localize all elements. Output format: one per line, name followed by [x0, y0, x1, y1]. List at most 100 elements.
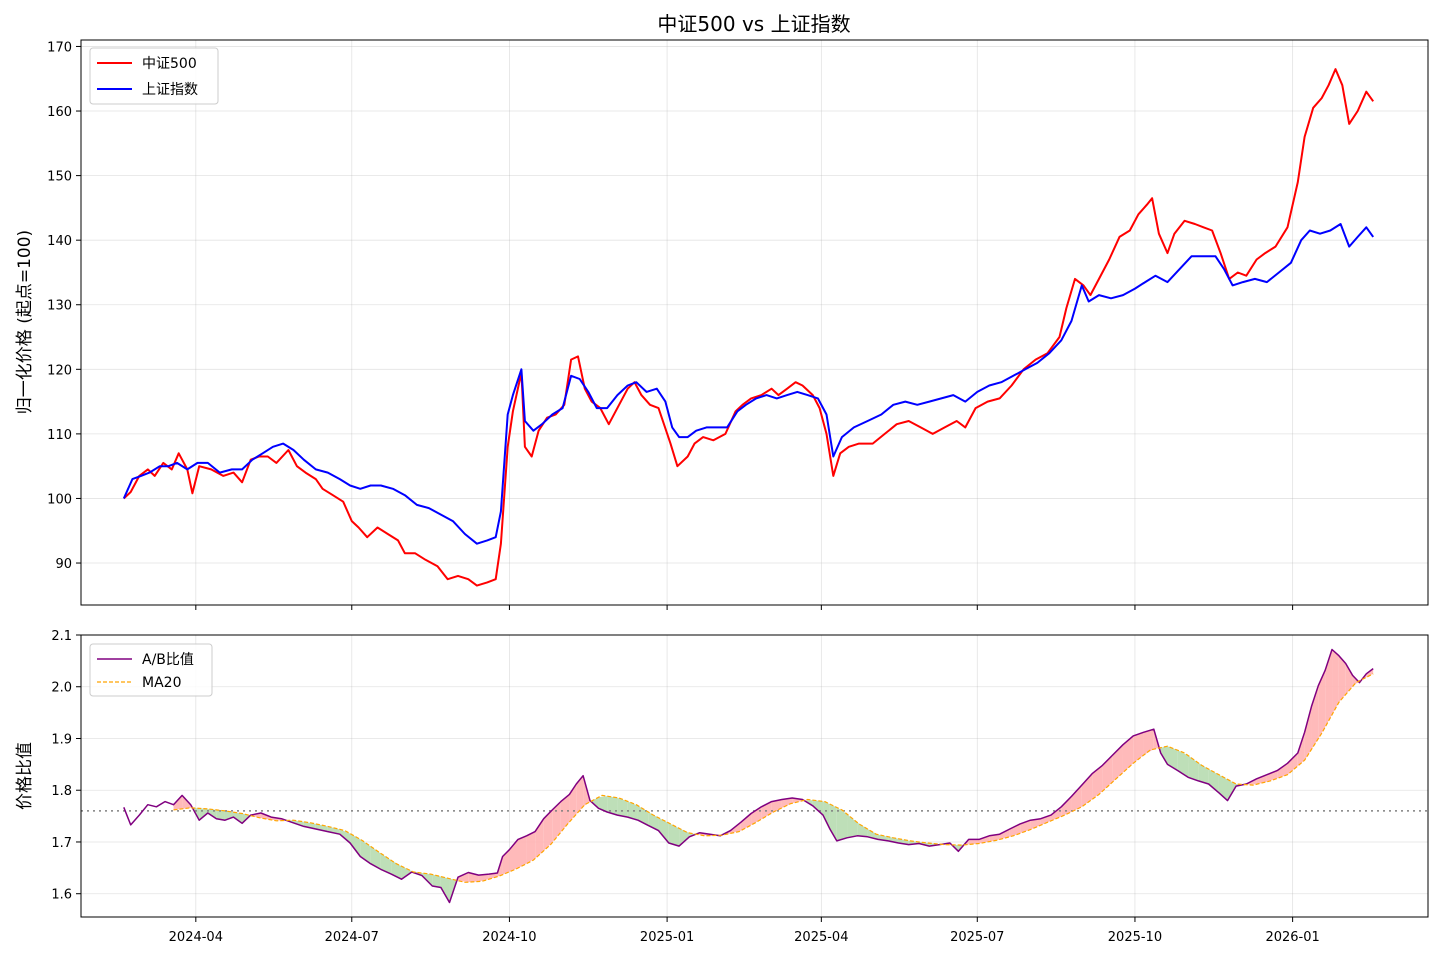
- ratio-ma-fill: [847, 814, 858, 838]
- ratio-ma-fill: [1167, 746, 1178, 771]
- ratio-ma-fill: [679, 828, 690, 847]
- ratio-ma-fill: [1143, 729, 1154, 756]
- ratio-ma-fill: [658, 817, 669, 844]
- y-tick-label: 1.6: [51, 888, 72, 903]
- ratio-ma-fill: [1208, 769, 1219, 793]
- ratio-ma-fill: [1297, 732, 1305, 767]
- series-line-csi500: [123, 68, 1375, 587]
- series-line-ratio: [123, 648, 1374, 904]
- ratio-axis-ticks: 2024-04 2024-07 2024-10 2025-01 2025-04 2025-…: [51, 629, 1319, 945]
- ratio-ma-fill: [627, 801, 638, 821]
- price-plot-frame: [80, 39, 1429, 606]
- price-panel: 90 100 110 120 130 140 150 160 170 归一化价格 (起点=100…: [15, 39, 1429, 610]
- ratio-ma-fill: [1304, 706, 1312, 761]
- series-line-shcomp: [122, 223, 1375, 545]
- x-tick-label: 2026-01: [1265, 930, 1319, 945]
- price-axis-ticks: 90 100 110 120 130 140 150 160 170: [47, 40, 1294, 610]
- legend-label-shcomp: 上证指数: [142, 82, 198, 98]
- ratio-ma-fill: [526, 831, 536, 864]
- ratio-ma-fill: [576, 775, 584, 815]
- ratio-panel: 2024-04 2024-07 2024-10 2025-01 2025-04 2025-…: [15, 629, 1429, 945]
- y-tick-label: 1.7: [51, 836, 72, 851]
- ratio-ma-fill: [617, 797, 628, 818]
- ratio-ma-fill: [233, 812, 243, 824]
- ratio-ma-fill: [1061, 796, 1072, 817]
- ratio-legend: A/B比值 MA20: [89, 643, 213, 697]
- ratio-ma-fill: [1277, 763, 1288, 779]
- legend-label-csi500: 中证500: [142, 56, 197, 72]
- ratio-ma-fill: [979, 835, 990, 844]
- ratio-ma-fill: [1160, 746, 1168, 765]
- x-tick-label: 2025-10: [1108, 930, 1162, 945]
- ratio-ma-fill: [350, 833, 361, 857]
- ratio-ma-fill: [1040, 815, 1051, 826]
- ratio-ma-fill: [1188, 755, 1199, 781]
- price-legend: 中证500 上证指数: [89, 47, 219, 105]
- y-tick-label: 1.9: [51, 732, 72, 747]
- ratio-ma-fill: [590, 797, 599, 809]
- ratio-ma-fill: [173, 795, 183, 810]
- x-tick-label: 2025-04: [794, 930, 848, 945]
- ratio-ma-fill: [836, 807, 848, 841]
- ratio-ma-fill: [518, 835, 527, 868]
- y-tick-label: 130: [47, 299, 72, 314]
- y-tick-label: 140: [47, 234, 72, 249]
- y-tick-label: 2.1: [51, 629, 72, 644]
- ratio-ma-fill: [1071, 785, 1082, 812]
- price-grid: [81, 40, 1428, 605]
- y-tick-label: 120: [47, 363, 72, 378]
- y-tick-label: 90: [55, 557, 72, 572]
- ratio-ma-fill: [1227, 779, 1237, 801]
- y-tick-label: 160: [47, 105, 72, 120]
- ratio-ma-fill: [823, 801, 830, 830]
- ratio-ma-fill: [432, 874, 441, 888]
- ratio-ma-fill: [1325, 649, 1333, 728]
- ratio-ma-fill: [1092, 765, 1103, 800]
- ratio-ma-fill: [781, 797, 793, 808]
- ratio-ma-fill: [552, 801, 561, 843]
- ratio-lines: [81, 648, 1428, 904]
- ratio-ma-fill: [857, 822, 868, 837]
- ratio-ma-fill: [560, 794, 570, 833]
- ratio-ma-fill: [1009, 823, 1021, 837]
- ratio-ma-fill: [1081, 773, 1093, 807]
- y-tick-label: 110: [47, 428, 72, 443]
- ratio-ma-fill: [1345, 663, 1353, 695]
- x-tick-label: 2025-01: [640, 930, 694, 945]
- ratio-ma-fill: [1122, 735, 1134, 773]
- ratio-ma-fill: [458, 872, 469, 883]
- chart-title: 中证500 vs 上证指数: [657, 12, 850, 36]
- ratio-ma-fill: [1177, 750, 1189, 778]
- ratio-ma-fill: [1102, 755, 1113, 792]
- price-y-axis-label: 归一化价格 (起点=100): [15, 230, 35, 414]
- x-tick-label: 2024-10: [482, 930, 536, 945]
- price-lines: [122, 68, 1375, 587]
- ratio-ma-fill: [668, 822, 680, 847]
- legend-label-ratio: A/B比值: [142, 652, 194, 668]
- ratio-ma-fill: [1112, 744, 1123, 782]
- ratio-plot-frame: [80, 634, 1429, 918]
- y-tick-label: 2.0: [51, 681, 72, 696]
- ratio-ma-fill: [543, 809, 553, 851]
- ratio-legend-box: [89, 643, 213, 697]
- ratio-ma-fill: [1030, 818, 1041, 830]
- ratio-ma-fill: [740, 813, 752, 831]
- ratio-ma-fill: [401, 866, 412, 880]
- ratio-ma-fill: [1332, 649, 1339, 715]
- x-tick-label: 2024-04: [169, 930, 223, 945]
- ratio-ma-fill: [771, 799, 782, 813]
- series-line-ma20: [173, 673, 1374, 883]
- ratio-ma-fill: [478, 874, 489, 882]
- ratio-ma-fill: [1287, 752, 1298, 775]
- y-tick-label: 170: [47, 40, 72, 55]
- ratio-ma-fill: [598, 796, 608, 812]
- ratio-y-axis-label: 价格比值: [15, 742, 35, 810]
- ratio-ma-fill: [1318, 670, 1326, 739]
- x-tick-label: 2025-07: [950, 930, 1004, 945]
- ratio-grid: [81, 634, 1428, 917]
- y-tick-label: 100: [47, 492, 72, 507]
- ratio-ma-fill: [1352, 675, 1359, 687]
- ratio-ma-fill: [440, 876, 450, 903]
- legend-label-ma20: MA20: [142, 675, 181, 691]
